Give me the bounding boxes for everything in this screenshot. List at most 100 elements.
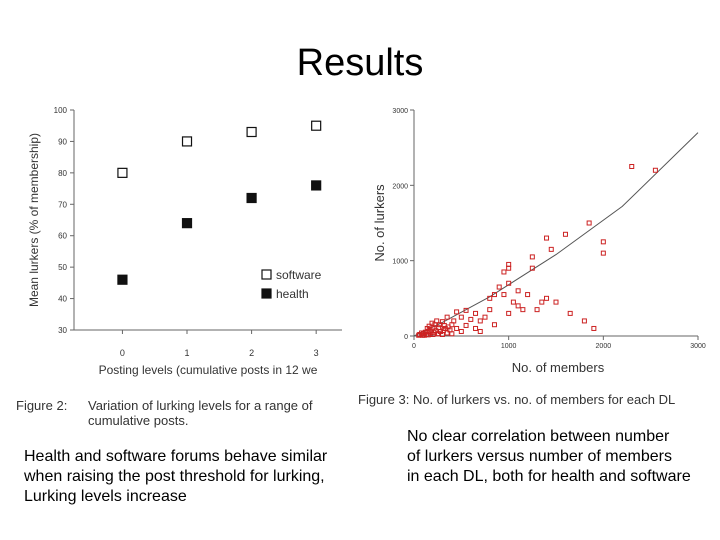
figure-3-caption-label: Figure 3:	[358, 392, 410, 407]
figure-3-svg: 0 1000 2000 3000 0 1000 2000 3000 No. of members…	[372, 108, 706, 375]
x-tick-label: 1	[185, 348, 190, 358]
data-point	[496, 284, 502, 290]
data-point	[454, 309, 460, 315]
data-point	[477, 318, 483, 324]
data-point	[567, 310, 573, 316]
y-tick-label: 90	[58, 137, 67, 146]
figure-2-caption: Figure 2: Variation of lurking levels for…	[16, 398, 346, 428]
data-point	[434, 318, 440, 324]
x-tick-label: 0	[412, 343, 416, 350]
data-point	[586, 220, 592, 226]
figure-2-svg: 30 40 50 60 70 80 90 100 0 1 2 3 Posting levels (cum…	[27, 106, 342, 377]
left-summary-line: Lurking levels increase	[24, 488, 187, 505]
y-tick-label: 40	[58, 295, 67, 304]
data-point	[539, 299, 545, 305]
y-axis-label: No. of lurkers	[372, 184, 387, 262]
data-point	[581, 318, 587, 324]
data-point	[491, 292, 497, 298]
x-axis-label: No. of members	[512, 360, 605, 375]
data-point	[417, 331, 423, 337]
data-point	[529, 265, 535, 271]
data-point	[487, 307, 493, 313]
figure-3-chart: 0 1000 2000 3000 0 1000 2000 3000 No. of members…	[358, 98, 720, 388]
data-point	[506, 265, 512, 271]
data-point	[444, 314, 450, 320]
data-point	[501, 269, 507, 275]
data-point-software	[246, 126, 257, 138]
data-point	[416, 332, 422, 338]
y-tick-label: 50	[58, 263, 67, 272]
data-point-health	[246, 192, 257, 204]
fit-line	[413, 132, 699, 337]
y-axis-label: Mean lurkers (% of membership)	[27, 133, 41, 307]
x-tick-label: 3	[314, 348, 319, 358]
data-point	[482, 314, 488, 320]
x-tick-label: 2	[249, 348, 254, 358]
data-point	[463, 322, 469, 328]
data-point	[436, 331, 442, 337]
data-point	[515, 288, 521, 294]
figure-3-caption-text: No. of lurkers vs. no. of members for ea…	[412, 392, 676, 407]
data-point	[473, 310, 479, 316]
x-tick-label: 2000	[596, 343, 612, 350]
legend-marker-health	[261, 288, 272, 299]
data-point	[544, 295, 550, 301]
data-point-health	[181, 218, 193, 229]
right-summary-line: of lurkers versus number of members	[407, 448, 672, 465]
left-summary-text: Health and software forums behave simila…	[24, 447, 364, 507]
data-point	[477, 328, 483, 334]
data-point	[629, 164, 635, 169]
right-summary-line: No clear correlation between number	[407, 428, 670, 445]
data-point	[458, 314, 464, 320]
legend-label-software: software	[276, 268, 322, 282]
data-point	[491, 322, 497, 328]
data-point-software	[311, 120, 322, 131]
data-point	[600, 250, 606, 256]
data-point	[431, 329, 437, 335]
data-point	[463, 307, 469, 313]
data-point	[510, 299, 516, 305]
y-tick-label: 60	[58, 232, 67, 241]
data-point	[548, 246, 554, 252]
left-summary-line: when raising the post threshold for lurk…	[24, 468, 325, 485]
x-axis-label: Posting levels (cumulative posts in 12 w…	[99, 363, 318, 377]
data-point	[487, 295, 493, 301]
data-point	[440, 328, 446, 334]
right-summary-text: No clear correlation between number of l…	[407, 427, 720, 487]
data-point	[451, 318, 457, 324]
figure-3-caption: Figure 3: No. of lurkers vs. no. of memb…	[358, 392, 720, 407]
x-tick-label: 0	[120, 348, 125, 358]
x-tick-label: 1000	[501, 343, 517, 350]
y-tick-label: 70	[58, 200, 67, 209]
x-tick-label: 3000	[690, 343, 706, 350]
data-point	[515, 303, 521, 309]
data-point	[591, 325, 597, 331]
y-tick-label: 0	[404, 334, 408, 341]
slide-title: Results	[296, 42, 424, 84]
data-point	[534, 307, 540, 313]
data-point	[429, 320, 435, 326]
data-point-software	[117, 167, 128, 178]
legend-marker-software	[261, 269, 272, 280]
data-point	[424, 325, 430, 331]
data-point	[421, 332, 427, 338]
data-point	[525, 292, 531, 298]
data-point	[544, 235, 550, 241]
y-tick-label: 30	[58, 326, 67, 335]
legend-label-health: health	[276, 287, 309, 301]
data-point	[473, 325, 479, 331]
data-point	[553, 299, 559, 305]
figure-2-chart: 30 40 50 60 70 80 90 100 0 1 2 3 Posting levels (cum…	[20, 98, 350, 388]
data-point	[506, 280, 512, 286]
left-summary-line: Health and software forums behave simila…	[24, 448, 328, 465]
y-tick-label: 100	[54, 106, 68, 115]
data-point	[437, 322, 443, 328]
data-point	[445, 324, 451, 330]
data-point	[501, 292, 507, 298]
data-point	[652, 167, 658, 173]
data-point-health	[117, 274, 128, 285]
data-point	[506, 310, 512, 316]
data-point-software	[181, 136, 193, 147]
data-point	[520, 307, 526, 313]
y-tick-label: 2000	[392, 183, 408, 190]
